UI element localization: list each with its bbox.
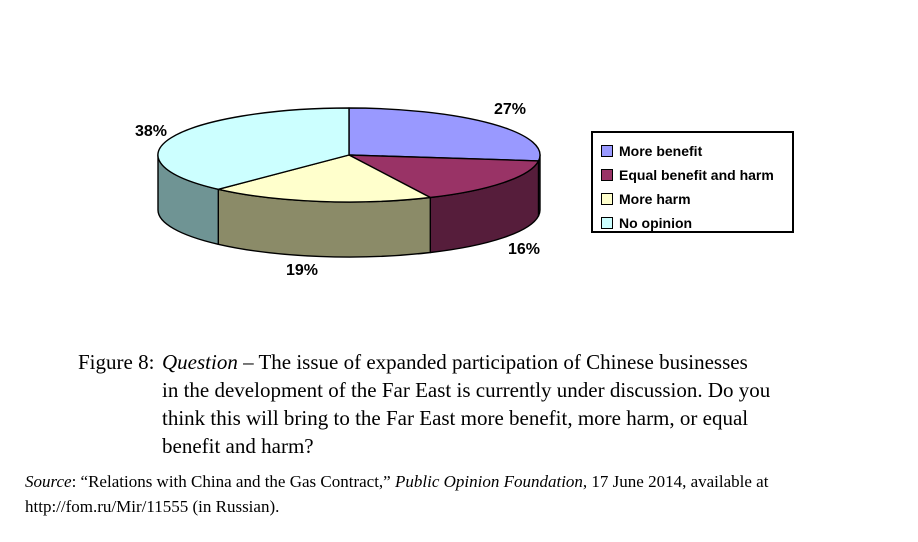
caption-line-1-rest: – The issue of expanded participation of… <box>237 350 748 374</box>
legend-item-more-benefit: More benefit <box>601 139 788 163</box>
caption-line-3: think this will bring to the Far East mo… <box>162 406 749 430</box>
source-note: Source: “Relations with China and the Ga… <box>25 469 768 519</box>
chart-legend: More benefit Equal benefit and harm More… <box>591 131 794 233</box>
figure-number: Figure 8: <box>78 350 155 374</box>
source-line-1: Source: “Relations with China and the Ga… <box>25 469 768 494</box>
legend-item-more-harm: More harm <box>601 187 788 211</box>
source-seg-1: : “Relations with China and the Gas Cont… <box>71 472 395 491</box>
caption-line-4: benefit and harm? <box>162 434 314 458</box>
source-word: Source <box>25 472 72 491</box>
legend-label-more-benefit: More benefit <box>619 143 703 159</box>
legend-swatch-more-harm <box>601 193 613 205</box>
legend-swatch-more-benefit <box>601 145 613 157</box>
legend-swatch-no-opinion <box>601 217 613 229</box>
pie-label-equal-benefit-and-harm: 16% <box>508 241 541 258</box>
source-line-2: http://fom.ru/Mir/11555 (in Russian). <box>25 497 280 516</box>
caption-question-word: Question <box>162 350 238 374</box>
legend-label-no-opinion: No opinion <box>619 215 693 231</box>
legend-item-no-opinion: No opinion <box>601 211 788 235</box>
pie-label-no-opinion: 38% <box>135 123 168 140</box>
pie-label-more-benefit: 27% <box>494 101 527 118</box>
source-publication: Public Opinion Foundation <box>394 472 583 491</box>
legend-item-equal-benefit-and-harm: Equal benefit and harm <box>601 163 788 187</box>
caption-line-1: Question – The issue of expanded partici… <box>162 348 770 376</box>
legend-swatch-equal-benefit-and-harm <box>601 169 613 181</box>
pie-label-more-harm: 19% <box>286 262 319 279</box>
legend-label-equal-benefit-and-harm: Equal benefit and harm <box>619 167 774 183</box>
figure-caption: Figure 8: Question – The issue of expand… <box>78 348 770 460</box>
pie-chart-3d <box>157 107 541 258</box>
source-seg-2: , 17 June 2014, available at <box>582 472 769 491</box>
legend-label-more-harm: More harm <box>619 191 691 207</box>
caption-line-2: in the development of the Far East is cu… <box>162 378 771 402</box>
figure-caption-text: Question – The issue of expanded partici… <box>162 348 770 460</box>
